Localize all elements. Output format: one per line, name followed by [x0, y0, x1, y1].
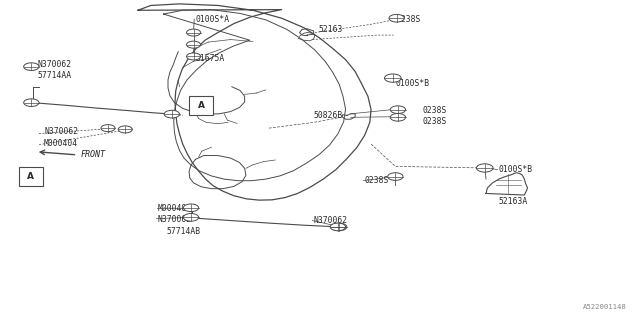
Text: M000404: M000404: [44, 139, 78, 148]
Text: 0238S: 0238S: [365, 176, 389, 185]
Circle shape: [183, 204, 198, 212]
Text: A522001148: A522001148: [583, 304, 627, 310]
Circle shape: [118, 126, 132, 133]
Text: A: A: [28, 172, 34, 181]
Text: 57714AA: 57714AA: [38, 71, 72, 80]
Circle shape: [388, 173, 403, 180]
Text: N370062: N370062: [44, 127, 78, 136]
Text: 52163A: 52163A: [499, 197, 528, 206]
Text: 0100S*A: 0100S*A: [195, 15, 230, 24]
Text: N370062: N370062: [38, 60, 72, 69]
Text: 51675A: 51675A: [195, 53, 225, 62]
Circle shape: [385, 74, 401, 82]
Circle shape: [390, 114, 406, 121]
Circle shape: [186, 29, 200, 36]
Circle shape: [330, 223, 346, 231]
Text: 0238S: 0238S: [422, 117, 447, 126]
Circle shape: [24, 99, 39, 107]
Circle shape: [101, 124, 115, 132]
Text: 57714AB: 57714AB: [167, 227, 201, 236]
Text: M000404: M000404: [157, 204, 191, 213]
Circle shape: [332, 223, 347, 231]
Circle shape: [390, 106, 406, 114]
Circle shape: [164, 110, 179, 118]
Circle shape: [183, 213, 198, 221]
Text: 0100S*B: 0100S*B: [499, 165, 533, 174]
Circle shape: [186, 53, 200, 60]
Circle shape: [186, 41, 200, 48]
Circle shape: [24, 63, 39, 70]
Bar: [19, 167, 43, 186]
Text: 52163: 52163: [318, 25, 342, 34]
Text: 0100S*B: 0100S*B: [396, 79, 429, 88]
Text: 0238S: 0238S: [422, 106, 447, 115]
Circle shape: [389, 14, 404, 22]
Text: N370062: N370062: [314, 216, 348, 225]
Bar: [189, 96, 213, 116]
Text: N370062: N370062: [157, 215, 191, 224]
Text: FRONT: FRONT: [81, 150, 106, 159]
Circle shape: [476, 164, 493, 172]
Text: A: A: [198, 101, 205, 110]
Text: 0238S: 0238S: [397, 15, 421, 24]
Text: 50826B: 50826B: [314, 111, 343, 120]
